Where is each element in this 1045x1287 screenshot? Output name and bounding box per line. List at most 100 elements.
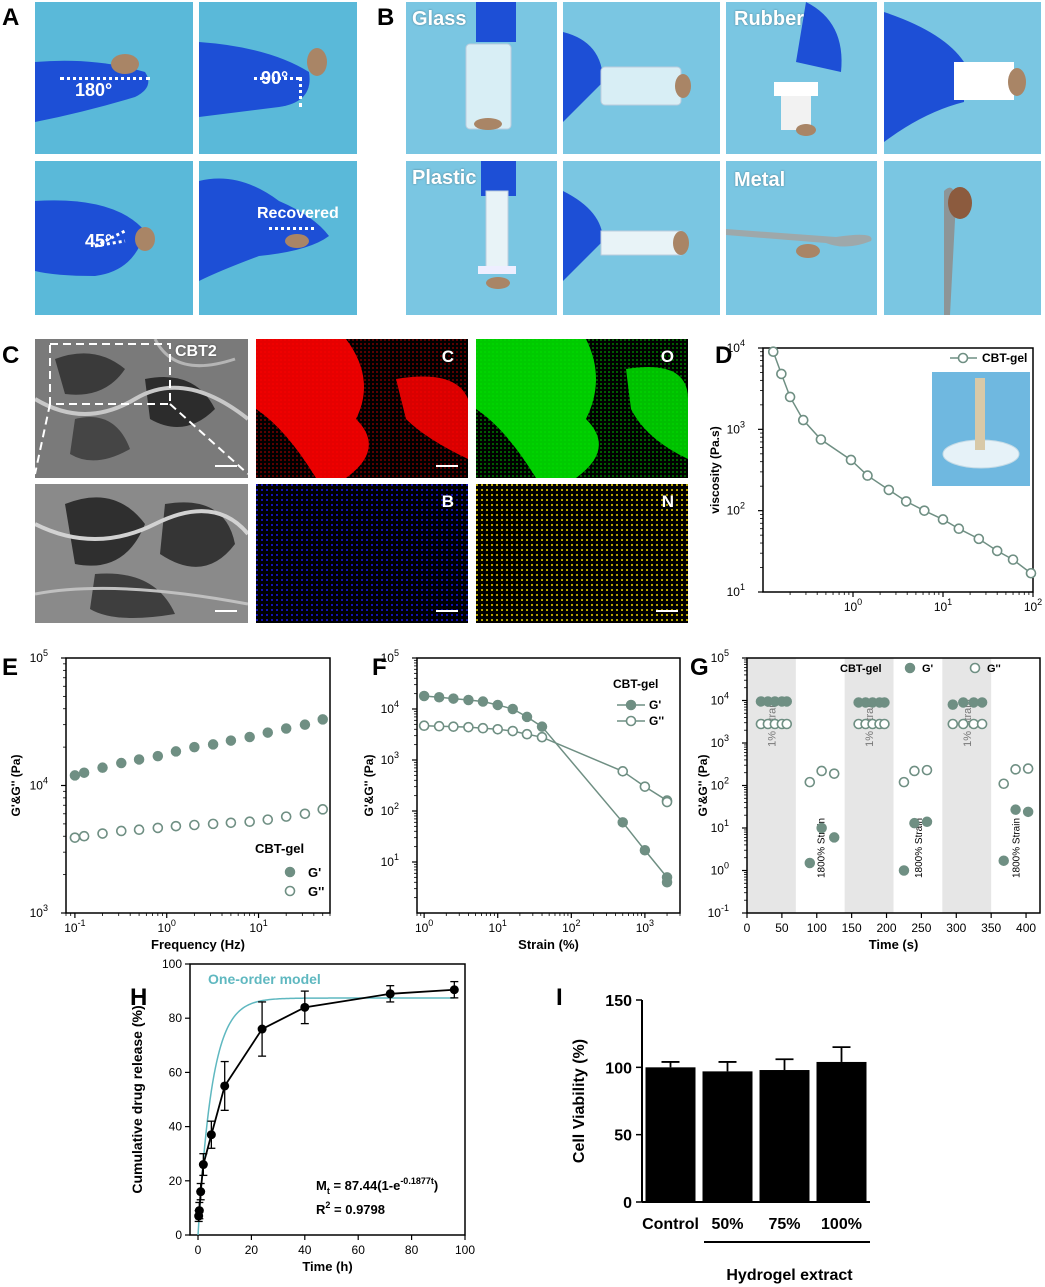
eds-map-texture (256, 484, 468, 623)
element-label-c: C (441, 347, 454, 366)
data-point (198, 1160, 208, 1170)
vial-photo-image (563, 2, 720, 154)
y-tick-label: 20 (169, 1174, 183, 1188)
x-tick-label: 350 (981, 921, 1001, 935)
bar (816, 1061, 867, 1202)
data-point (937, 514, 949, 525)
y-tick-label: 80 (169, 1011, 183, 1025)
data-point (262, 814, 274, 825)
region-label: 1800% Strain (914, 818, 925, 878)
x-tick-label: 103 (636, 918, 654, 935)
y-tick-label: 104 (30, 776, 48, 793)
y-tick-label: 102 (381, 801, 399, 818)
data-point (1007, 554, 1019, 565)
data-point (317, 714, 328, 725)
y-axis-label: Cumulative drug release (%) (129, 1005, 145, 1193)
model-curve (197, 997, 455, 1236)
element-label-n: N (661, 492, 674, 511)
y-tick-label: 104 (381, 699, 399, 716)
data-point (116, 757, 127, 769)
photo-b-plastic-1: Plastic (406, 161, 557, 315)
x-tick-label: 300 (946, 921, 966, 935)
data-point (617, 766, 629, 777)
category-label: 50% (711, 1216, 743, 1233)
data-point (953, 523, 965, 535)
chart-d-viscosity: 100101102101102103104Shear rate (1/s)vis… (708, 338, 1042, 614)
panel-letter-b: B (377, 4, 395, 31)
data-point (385, 989, 395, 999)
x-tick-label: 100 (844, 597, 862, 614)
eds-map-texture (256, 339, 468, 478)
scale-bar (215, 610, 237, 612)
data-point (898, 776, 910, 788)
legend-marker (284, 866, 296, 878)
legend-label: G' (922, 663, 934, 675)
model-label: One-order model (208, 971, 321, 987)
data-point (862, 470, 873, 481)
y-tick-label: 0 (623, 1195, 632, 1212)
data-point (816, 822, 827, 834)
element-label-b: B (441, 492, 454, 511)
data-point (639, 781, 651, 792)
photo-b-glass-2 (563, 2, 720, 154)
eds-map-b: B (256, 484, 468, 623)
data-point (194, 1206, 204, 1216)
data-point (448, 721, 459, 732)
data-point (78, 830, 90, 842)
panel-letter-i: I (556, 984, 563, 1011)
glass-label: Glass (412, 8, 467, 30)
photo-b-metal-1: Metal (726, 161, 877, 315)
x-tick-label: 50 (775, 921, 789, 935)
y-tick-label: 100 (605, 1060, 632, 1077)
data-point (998, 778, 1010, 790)
plot-frame (762, 347, 1034, 593)
data-point (300, 1002, 310, 1012)
y-tick-label: 105 (711, 648, 729, 665)
photo-a-90: 90° (199, 2, 357, 154)
legend-label: G' (308, 865, 321, 880)
data-point (477, 696, 489, 707)
x-tick-label: 100 (455, 1243, 475, 1257)
panel-letter-h: H (130, 984, 148, 1011)
sample-label: CBT2 (175, 343, 217, 360)
legend-label: CBT-gel (982, 351, 1027, 365)
panel-letter-g: G (690, 654, 709, 681)
angle-label-90: 90° (261, 68, 289, 88)
region-label: 1800% Strain (816, 818, 827, 878)
data-point (816, 765, 827, 777)
data-point (133, 824, 145, 836)
data-point (617, 817, 628, 828)
metal-label: Metal (734, 169, 786, 191)
data-point (879, 697, 890, 708)
data-point (776, 368, 787, 380)
y-tick-label: 60 (169, 1065, 183, 1079)
x-tick-label: 100 (807, 921, 827, 935)
y-tick-label: 103 (381, 750, 399, 767)
x-tick-label: 200 (877, 921, 897, 935)
x-tick-label: 101 (934, 597, 952, 614)
x-tick-label: 100 (415, 918, 433, 935)
data-point (1010, 764, 1021, 775)
y-axis-label: G'&G'' (Pa) (9, 755, 23, 817)
shaded-region (844, 658, 894, 913)
data-point (781, 718, 793, 730)
data-point (189, 741, 200, 753)
data-point (133, 754, 145, 765)
y-axis-label: Cell Viability (%) (571, 1039, 588, 1163)
shaded-region (942, 658, 992, 913)
recovered-label: Recovered (257, 205, 339, 222)
data-point (189, 819, 200, 831)
panel-letter-e: E (2, 654, 19, 681)
data-point (299, 719, 311, 730)
data-point (196, 1187, 206, 1197)
eds-map-texture (476, 484, 688, 623)
x-tick-label: 102 (1024, 597, 1042, 614)
data-point (244, 731, 255, 743)
data-point (262, 727, 274, 738)
chart-h-release: 0 20 40 60 80 100 0 20 40 60 80 100 Time (h) Cumulati… (129, 957, 475, 1274)
element-label-o: O (660, 347, 674, 366)
data-point (492, 723, 504, 735)
x-tick-label: 20 (245, 1243, 259, 1257)
data-point (639, 844, 651, 856)
angle-label-180: 180° (75, 80, 113, 100)
